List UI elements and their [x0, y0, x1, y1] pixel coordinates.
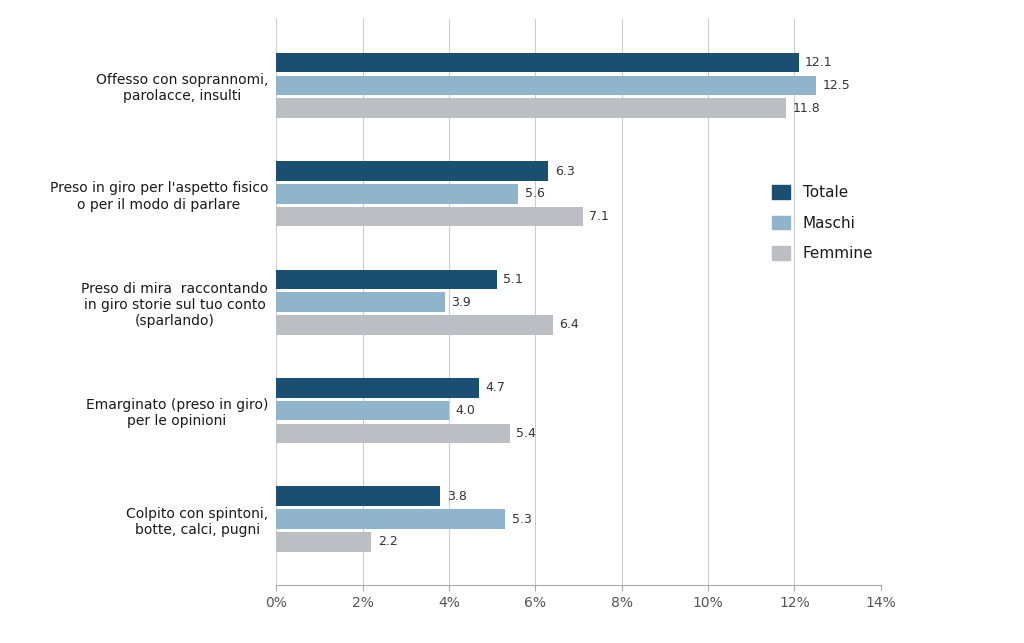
Text: 4.0: 4.0 — [456, 404, 475, 417]
Bar — [276, 315, 553, 335]
Bar — [276, 487, 440, 506]
Legend: Totale, Maschi, Femmine: Totale, Maschi, Femmine — [772, 185, 873, 261]
Text: 12.5: 12.5 — [822, 79, 850, 92]
Text: 11.8: 11.8 — [793, 102, 820, 114]
Text: 7.1: 7.1 — [590, 210, 609, 223]
Text: 6.4: 6.4 — [559, 318, 579, 332]
Text: 5.4: 5.4 — [516, 427, 536, 440]
Bar — [276, 532, 372, 552]
Bar — [276, 401, 450, 421]
Bar — [276, 184, 518, 204]
Bar — [276, 424, 510, 443]
Bar — [276, 207, 583, 226]
Bar — [276, 76, 816, 95]
Text: 12.1: 12.1 — [805, 56, 833, 69]
Text: 5.6: 5.6 — [524, 187, 545, 201]
Bar — [276, 509, 505, 529]
Bar — [276, 161, 549, 181]
Text: 4.7: 4.7 — [485, 381, 506, 394]
Text: 3.8: 3.8 — [446, 490, 467, 503]
Text: 6.3: 6.3 — [555, 165, 574, 177]
Bar — [276, 378, 479, 397]
Bar — [276, 53, 799, 73]
Text: 5.1: 5.1 — [503, 273, 523, 286]
Text: 5.3: 5.3 — [512, 512, 531, 525]
Bar — [276, 269, 497, 289]
Bar — [276, 293, 444, 312]
Bar — [276, 98, 785, 118]
Text: 2.2: 2.2 — [378, 535, 397, 548]
Text: 3.9: 3.9 — [452, 296, 471, 309]
